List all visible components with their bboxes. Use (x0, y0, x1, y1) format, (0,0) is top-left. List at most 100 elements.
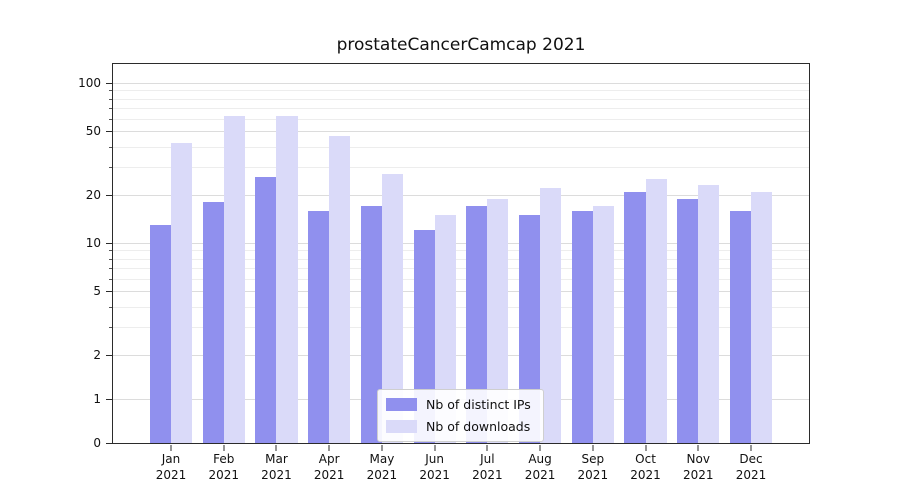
y-minor-tick-mark (109, 107, 112, 109)
x-tick-month: Aug (528, 452, 552, 466)
x-tick-mark (750, 445, 752, 451)
x-tick-label: Oct 2021 (630, 452, 661, 483)
y-tick-mark (106, 443, 112, 444)
x-tick-year: 2021 (735, 467, 767, 482)
x-tick-year: 2021 (682, 467, 714, 482)
major-gridline (113, 355, 809, 356)
legend-label: Nb of distinct IPs (426, 397, 531, 412)
bar-distinct-ips-may (360, 206, 382, 443)
x-tick-mark (645, 445, 647, 451)
x-tick-label: Feb 2021 (208, 452, 239, 483)
y-tick-label: 2 (93, 348, 101, 362)
x-tick-label: Dec 2021 (736, 452, 767, 483)
y-tick-label: 5 (93, 284, 101, 299)
bar-downloads-oct (645, 179, 667, 443)
bar-downloads-sep (592, 206, 614, 443)
bar-downloads-jul (487, 198, 509, 443)
legend-label: Nb of downloads (426, 419, 531, 434)
bar-downloads-aug (540, 188, 562, 443)
y-minor-tick-mark (109, 146, 112, 148)
minor-gridline (113, 107, 809, 109)
y-tick-mark (106, 195, 112, 196)
bar-downloads-nov (698, 185, 720, 443)
bar-distinct-ips-dec (729, 210, 751, 443)
legend-swatch-downloads (386, 420, 417, 433)
bar-distinct-ips-aug (519, 214, 541, 443)
bar-distinct-ips-oct (624, 191, 646, 443)
x-tick-mark (539, 445, 541, 451)
x-tick-month: Jun (425, 452, 444, 466)
x-tick-label: Mar 2021 (261, 452, 292, 483)
x-tick-mark (170, 445, 172, 451)
x-tick-mark (697, 445, 699, 451)
x-tick-month: Dec (739, 452, 763, 466)
x-tick-year: 2021 (261, 467, 292, 482)
bar-distinct-ips-apr (308, 210, 330, 443)
y-tick-label: 1 (93, 392, 101, 406)
y-minor-tick-mark (109, 166, 112, 168)
y-minor-tick-mark (109, 90, 112, 92)
y-tick-label: 50 (85, 124, 101, 139)
x-tick-year: 2021 (366, 467, 398, 482)
bar-downloads-jan (171, 143, 193, 443)
y-minor-tick-mark (109, 306, 112, 308)
major-gridline (113, 243, 809, 245)
bar-downloads-feb (223, 116, 245, 443)
x-tick-label: Sep 2021 (578, 452, 609, 483)
y-minor-tick-mark (109, 278, 112, 280)
x-tick-year: 2021 (472, 467, 503, 482)
legend-row: Nb of downloads (386, 419, 531, 434)
x-tick-year: 2021 (577, 467, 609, 482)
major-gridline (113, 195, 809, 196)
x-tick-year: 2021 (313, 467, 345, 482)
x-tick-month: May (369, 452, 395, 466)
y-minor-tick-mark (109, 267, 112, 269)
minor-gridline (113, 98, 809, 100)
x-tick-year: 2021 (419, 467, 450, 482)
bar-downloads-jun (434, 214, 456, 443)
x-tick-month: Jul (480, 452, 495, 466)
minor-gridline (113, 166, 809, 168)
y-tick-mark (106, 355, 112, 356)
x-tick-label: Jun 2021 (419, 452, 450, 483)
x-tick-month: Feb (213, 452, 235, 466)
y-minor-tick-mark (109, 118, 112, 120)
major-gridline (113, 131, 809, 133)
minor-gridline (113, 278, 809, 280)
x-tick-month: Mar (265, 452, 288, 466)
bar-downloads-mar (276, 116, 298, 443)
bar-downloads-dec (751, 191, 773, 443)
x-tick-month: Sep (581, 452, 605, 466)
bar-downloads-apr (329, 135, 351, 443)
x-tick-mark (486, 445, 488, 451)
x-tick-year: 2021 (208, 467, 239, 482)
x-tick-month: Nov (686, 452, 710, 466)
minor-gridline (113, 90, 809, 92)
legend: Nb of distinct IPs Nb of downloads (377, 389, 544, 442)
x-tick-month: Oct (635, 452, 656, 466)
x-tick-label: Apr 2021 (314, 452, 345, 483)
bar-distinct-ips-sep (571, 210, 593, 443)
bar-distinct-ips-jan (149, 224, 171, 443)
y-tick-mark (106, 291, 112, 293)
legend-swatch-distinct-ips (386, 398, 417, 411)
y-minor-tick-mark (109, 250, 112, 252)
y-minor-tick-mark (109, 326, 112, 328)
y-tick-mark (106, 243, 112, 245)
bar-distinct-ips-jul (466, 206, 488, 443)
y-minor-tick-mark (109, 258, 112, 260)
y-tick-mark (106, 399, 112, 400)
x-tick-month: Jan (161, 452, 181, 466)
x-tick-year: 2021 (524, 467, 556, 482)
plot-area: Nb of distinct IPs Nb of downloads 0 1 2 5 10… (78, 63, 810, 482)
x-tick-label: Aug 2021 (525, 452, 556, 483)
legend-row: Nb of distinct IPs (386, 397, 531, 412)
x-tick-label: May 2021 (367, 452, 398, 483)
y-tick-mark (106, 131, 112, 133)
minor-gridline (113, 267, 809, 269)
y-tick-label: 20 (85, 188, 101, 202)
major-gridline (113, 83, 809, 85)
bar-downloads-may (381, 174, 403, 443)
minor-gridline (113, 326, 809, 328)
